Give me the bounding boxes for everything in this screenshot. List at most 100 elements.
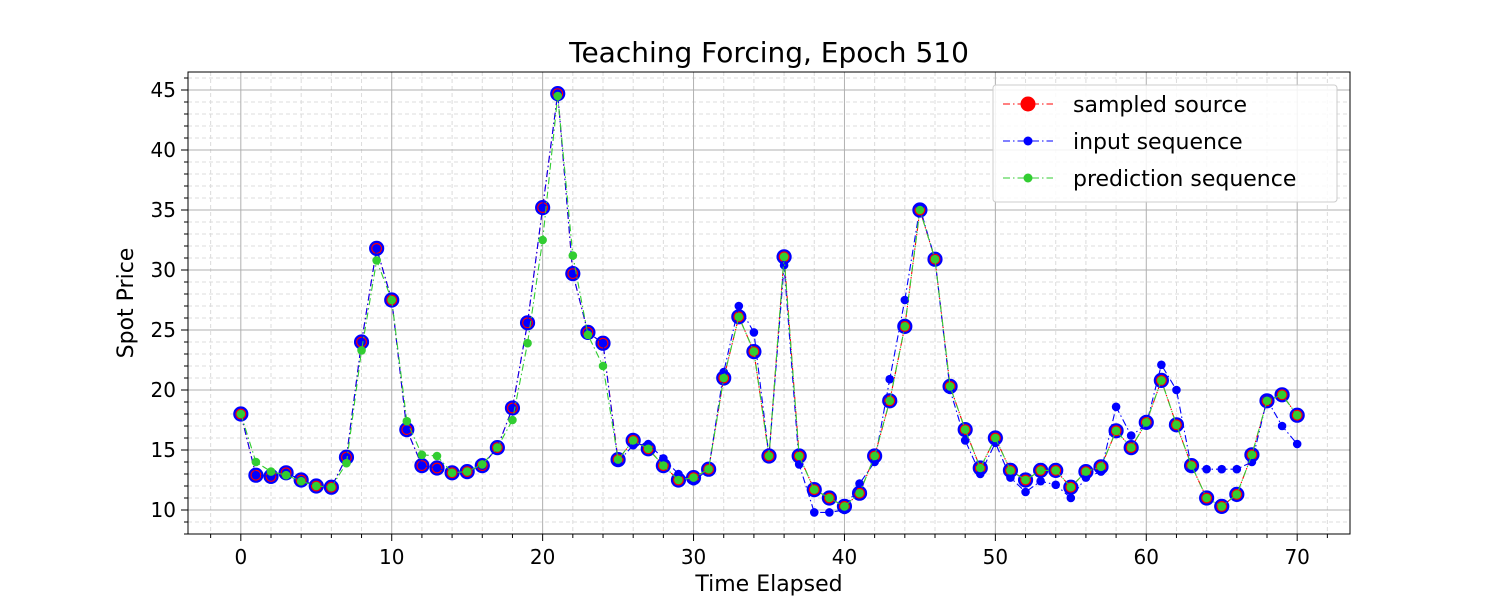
y-tick-label: 20 — [151, 378, 176, 402]
data-point-input-sequence — [809, 508, 819, 517]
data-point-prediction-sequence — [855, 488, 864, 498]
data-point-prediction-sequence — [885, 396, 895, 406]
data-point-prediction-sequence — [251, 457, 261, 467]
y-tick-label: 35 — [151, 198, 176, 222]
data-point-prediction-sequence — [1096, 462, 1106, 472]
data-point-input-sequence — [372, 244, 381, 253]
data-point-prediction-sequence — [764, 451, 774, 461]
y-tick-label: 10 — [151, 498, 176, 522]
data-point-input-sequence — [1277, 421, 1287, 431]
data-point-input-sequence — [432, 463, 442, 473]
data-point-input-sequence — [975, 469, 985, 479]
axis-ticks: 0 10 20 30 40 50 60 70 10 15 20 25 30 35 40 45 — [151, 77, 1328, 569]
data-point-prediction-sequence — [311, 481, 321, 491]
data-point-input-sequence — [1292, 439, 1302, 449]
series-layer — [233, 85, 1305, 517]
data-point-prediction-sequence — [915, 205, 925, 215]
data-point-input-sequence — [1172, 385, 1181, 395]
legend-label-input-sequence: input sequence — [1073, 130, 1243, 155]
data-point-input-sequence — [749, 328, 759, 337]
data-point-prediction-sequence — [643, 444, 653, 454]
data-point-prediction-sequence — [1081, 467, 1091, 476]
data-point-prediction-sequence — [945, 382, 955, 391]
data-point-prediction-sequence — [991, 433, 1000, 443]
data-point-input-sequence — [357, 337, 366, 347]
x-tick-label: 10 — [379, 545, 404, 569]
data-point-input-sequence — [885, 374, 895, 384]
legend-label-sampled-source: sampled source — [1073, 93, 1247, 118]
data-point-prediction-sequence — [236, 409, 246, 419]
data-point-prediction-sequence — [1051, 466, 1061, 475]
data-point-prediction-sequence — [447, 468, 457, 478]
data-point-input-sequence — [779, 260, 789, 270]
data-point-prediction-sequence — [1157, 376, 1166, 385]
grid — [188, 72, 1350, 535]
data-point-prediction-sequence — [613, 455, 623, 464]
data-point-input-sequence — [734, 301, 744, 311]
data-point-prediction-sequence — [674, 475, 683, 485]
data-point-prediction-sequence — [1111, 426, 1121, 436]
data-point-input-sequence — [960, 436, 970, 445]
data-point-prediction-sequence — [659, 461, 668, 470]
data-point-prediction-sequence — [900, 322, 910, 331]
data-point-input-sequence — [1036, 476, 1045, 486]
data-point-prediction-sequence — [930, 254, 940, 264]
y-tick-label: 40 — [151, 138, 176, 162]
data-point-input-sequence — [568, 269, 578, 278]
legend-marker-input-sequence — [1023, 136, 1033, 146]
data-point-prediction-sequence — [1036, 466, 1045, 475]
data-point-prediction-sequence — [1232, 490, 1242, 499]
data-point-prediction-sequence — [296, 476, 306, 486]
data-point-prediction-sequence — [523, 338, 532, 348]
data-point-prediction-sequence — [1277, 390, 1287, 400]
data-point-input-sequence — [1217, 464, 1227, 474]
chart-title: Teaching Forcing, Epoch 510 — [568, 36, 969, 69]
data-point-prediction-sequence — [779, 252, 789, 262]
data-point-prediction-sequence — [1141, 418, 1151, 427]
data-point-prediction-sequence — [417, 450, 427, 460]
data-point-input-sequence — [1066, 493, 1076, 503]
legend-box — [992, 84, 1338, 203]
legend: sampled source input sequence prediction s… — [992, 84, 1338, 203]
data-point-input-sequence — [1021, 487, 1030, 497]
data-point-prediction-sequence — [387, 295, 397, 305]
x-tick-label: 50 — [983, 545, 1008, 569]
data-point-prediction-sequence — [598, 361, 608, 371]
legend-label-prediction-sequence: prediction sequence — [1073, 167, 1296, 192]
data-point-prediction-sequence — [1021, 475, 1030, 485]
data-point-prediction-sequence — [1247, 450, 1257, 460]
data-point-prediction-sequence — [1217, 502, 1227, 511]
data-point-prediction-sequence — [568, 251, 578, 260]
data-point-prediction-sequence — [794, 451, 804, 461]
data-point-input-sequence — [855, 479, 864, 488]
legend-marker-prediction-sequence — [1023, 173, 1033, 183]
data-point-prediction-sequence — [508, 415, 517, 425]
legend-marker-sampled-source — [1020, 96, 1036, 112]
data-point-input-sequence — [825, 508, 834, 517]
data-point-prediction-sequence — [583, 330, 593, 340]
data-point-prediction-sequence — [553, 91, 563, 101]
y-tick-label: 25 — [151, 318, 176, 342]
data-point-prediction-sequence — [825, 493, 834, 503]
data-point-input-sequence — [251, 470, 261, 480]
y-tick-label: 15 — [151, 438, 176, 462]
data-point-prediction-sequence — [975, 463, 985, 473]
series-prediction-sequence — [236, 91, 1302, 511]
y-tick-label: 45 — [151, 78, 176, 102]
data-point-input-sequence — [674, 469, 683, 479]
x-tick-label: 20 — [530, 545, 555, 569]
data-point-input-sequence — [1157, 360, 1166, 370]
x-tick-label: 30 — [681, 545, 706, 569]
data-point-prediction-sequence — [327, 482, 336, 492]
data-point-input-sequence — [1202, 464, 1211, 474]
data-point-prediction-sequence — [1292, 410, 1302, 420]
data-point-prediction-sequence — [749, 347, 759, 356]
data-point-input-sequence — [1232, 464, 1242, 474]
data-point-input-sequence — [342, 452, 351, 462]
data-point-input-sequence — [1126, 431, 1136, 440]
data-point-prediction-sequence — [628, 436, 638, 445]
data-point-input-sequence — [1051, 480, 1061, 490]
data-point-input-sequence — [794, 460, 804, 469]
data-point-input-sequence — [402, 425, 412, 434]
